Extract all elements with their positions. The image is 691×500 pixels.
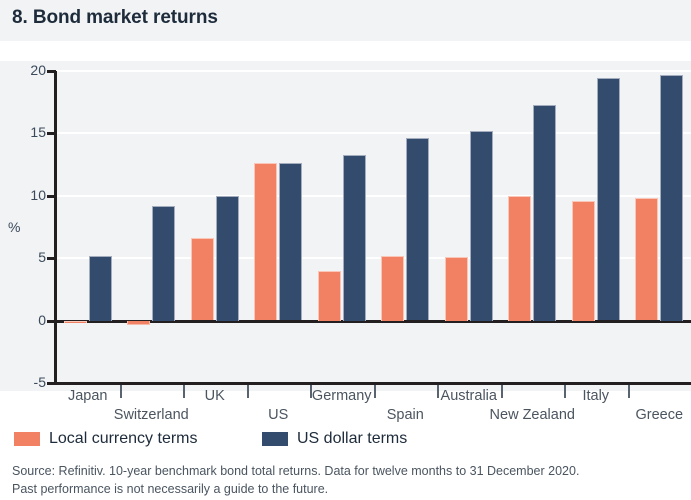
y-axis-tick [47,319,56,323]
bar [152,205,176,321]
legend-swatch-icon [262,432,288,446]
bar [190,238,214,321]
y-axis-tick [47,70,56,73]
x-axis-tick [246,385,249,398]
x-axis-tick [564,385,566,398]
x-axis-category-label: Japan [67,388,108,404]
bar [508,195,532,321]
bar [469,130,493,321]
bar [596,78,620,321]
legend-item[interactable]: US dollar terms [262,430,407,448]
x-axis-category-label: Germany [311,388,372,404]
x-axis-tick [119,385,122,398]
bar [279,163,303,321]
bar [215,195,239,321]
x-axis-line [56,382,691,385]
source-note-line-1: Source: Refinitiv. 10-year benchmark bon… [12,464,580,478]
source-note-line-2: Past performance is not necessarily a gu… [12,481,329,496]
y-axis-tick [47,382,56,385]
x-axis-category-label: New Zealand [489,407,575,423]
x-axis-category-label: US [268,407,289,423]
x-axis-tick [183,385,185,398]
x-axis-category-label: Greece [635,407,684,423]
gridline [56,194,691,197]
bar [63,320,87,323]
bar [88,255,112,321]
gridline [56,132,691,135]
bar [635,198,659,321]
legend-item[interactable]: Local currency terms [14,430,198,448]
bar [444,256,468,321]
bar [342,154,366,321]
x-axis-tick [627,385,630,398]
y-axis-line [54,71,57,383]
x-axis-category-label: Spain [386,407,424,423]
y-axis-label: 15 [30,124,46,141]
chart-legend: Local currency terms US dollar terms [0,430,691,458]
bar [381,255,405,321]
title-band: 8. Bond market returns [0,0,691,41]
bar [660,74,684,321]
y-axis-label: -5 [33,374,46,390]
x-axis-category-label: UK [204,388,225,404]
legend-label: US dollar terms [297,430,408,447]
page-title: 8. Bond market returns [12,7,218,28]
x-axis-tick [500,385,503,398]
plot-axis-gutter [0,61,56,391]
x-axis-category-label: Switzerland [113,407,189,423]
y-axis-label: 5 [38,249,46,266]
bar [406,138,430,321]
y-axis-title: % [8,219,21,235]
bar [317,270,341,321]
x-axis-tick [310,385,312,398]
source-note: Source: Refinitiv. 10-year benchmark bon… [12,463,687,499]
bar [571,200,595,321]
bar [127,320,151,325]
bar [533,104,557,321]
x-axis-tick [373,385,376,398]
legend-swatch-icon [14,432,40,446]
y-axis-tick [47,194,56,198]
plot-area-background [56,61,691,391]
y-axis-label: 20 [30,62,46,78]
x-axis-category-label: Italy [582,388,610,404]
zero-baseline [56,319,691,323]
y-axis-label: 10 [30,186,46,203]
y-axis-label: 0 [38,311,46,328]
bar [254,163,278,321]
gridline [56,257,691,260]
x-axis-category-label: Australia [440,388,497,404]
y-axis-tick [47,257,56,261]
y-axis-tick [47,132,56,136]
gridline [56,70,691,72]
x-axis-tick [437,385,439,398]
legend-label: Local currency terms [49,430,198,447]
